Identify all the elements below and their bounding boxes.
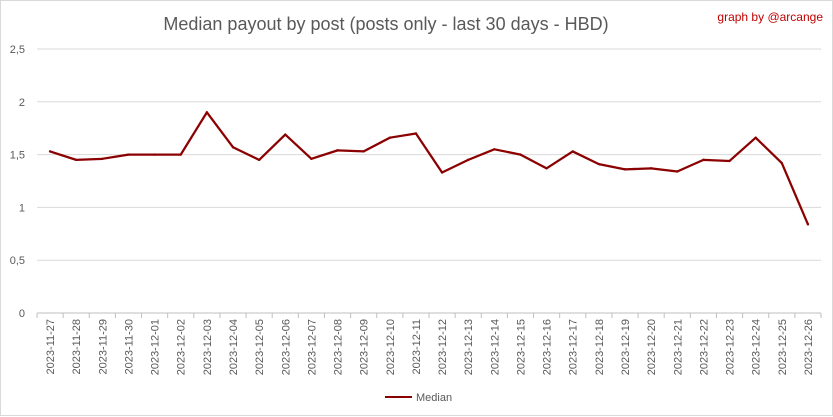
x-tick-label: 2023-12-05 bbox=[254, 319, 266, 375]
x-tick-label: 2023-12-19 bbox=[620, 319, 632, 375]
data-point bbox=[48, 150, 52, 153]
data-point bbox=[806, 223, 810, 226]
x-tick-label: 2023-12-03 bbox=[202, 319, 214, 375]
data-point bbox=[362, 150, 365, 153]
data-point bbox=[597, 162, 601, 166]
chart-credit: graph by @arcange bbox=[717, 10, 823, 24]
x-tick-label: 2023-12-26 bbox=[803, 319, 815, 375]
x-tick-label: 2023-11-28 bbox=[71, 319, 83, 374]
data-point bbox=[336, 149, 339, 152]
x-tick-label: 2023-12-10 bbox=[385, 319, 397, 375]
data-point bbox=[440, 171, 444, 174]
data-point bbox=[649, 167, 653, 170]
series-line-median bbox=[48, 111, 810, 226]
x-tick-label: 2023-12-24 bbox=[751, 319, 763, 375]
data-point bbox=[231, 146, 235, 149]
x-tick-label: 2023-12-01 bbox=[150, 319, 162, 375]
legend-label-median: Median bbox=[416, 392, 452, 404]
x-tick-label: 2023-12-21 bbox=[672, 319, 684, 375]
y-tick-label: 1,5 bbox=[10, 150, 25, 162]
data-point bbox=[414, 132, 418, 135]
x-tick-label: 2023-12-12 bbox=[437, 319, 449, 375]
y-tick-label: 2 bbox=[19, 97, 25, 109]
data-point bbox=[75, 158, 78, 162]
x-tick-label: 2023-11-27 bbox=[45, 319, 57, 374]
y-tick-label: 1 bbox=[19, 202, 25, 214]
data-point bbox=[754, 136, 757, 139]
data-point bbox=[545, 167, 548, 170]
x-tick-label: 2023-12-13 bbox=[463, 319, 475, 375]
data-point bbox=[257, 158, 261, 162]
axes: 0 0,5 1 1,5 2 2,5 2023-11-27 2023-11-28 2023-11-… bbox=[10, 44, 822, 375]
legend: Median bbox=[385, 392, 452, 404]
chart-title: Median payout by post (posts only - last… bbox=[163, 14, 608, 34]
data-point bbox=[623, 168, 627, 171]
series-layer bbox=[48, 111, 810, 226]
y-tick-label: 0 bbox=[19, 308, 25, 320]
x-tick-label: 2023-12-25 bbox=[777, 319, 789, 375]
x-tick-label: 2023-12-15 bbox=[515, 319, 527, 375]
data-point bbox=[467, 158, 470, 162]
data-point bbox=[676, 170, 679, 173]
x-tick-label: 2023-12-02 bbox=[176, 319, 188, 375]
x-tick-label: 2023-12-09 bbox=[359, 319, 371, 375]
x-tick-label: 2023-12-16 bbox=[542, 319, 554, 375]
data-point bbox=[205, 111, 209, 114]
data-point bbox=[571, 150, 574, 153]
y-tick-label: 2,5 bbox=[10, 44, 25, 56]
data-point bbox=[101, 157, 104, 161]
x-tick-label: 2023-12-23 bbox=[725, 319, 737, 375]
x-tick-label: 2023-12-18 bbox=[594, 319, 606, 375]
y-tick-label: 0,5 bbox=[10, 255, 25, 267]
x-tick-label: 2023-12-22 bbox=[698, 319, 710, 375]
data-point bbox=[179, 153, 182, 156]
data-point bbox=[388, 136, 391, 139]
data-point bbox=[127, 153, 130, 156]
x-tick-label: 2023-12-14 bbox=[489, 319, 501, 375]
data-point bbox=[519, 153, 522, 156]
data-point bbox=[493, 148, 496, 151]
x-tick-label: 2023-12-20 bbox=[646, 319, 658, 375]
data-point bbox=[780, 161, 783, 165]
data-point bbox=[702, 158, 705, 162]
x-tick-label: 2023-11-30 bbox=[123, 319, 135, 374]
data-point bbox=[728, 159, 731, 163]
x-tick-label: 2023-12-04 bbox=[228, 319, 240, 375]
gridlines bbox=[37, 48, 821, 314]
x-tick-label: 2023-12-06 bbox=[280, 319, 292, 375]
data-point bbox=[153, 153, 156, 156]
x-tick-label: 2023-12-11 bbox=[411, 319, 423, 374]
x-tick-label: 2023-11-29 bbox=[97, 319, 109, 374]
x-tick-label: 2023-12-08 bbox=[333, 319, 345, 375]
data-point bbox=[310, 157, 313, 161]
x-tick-label: 2023-12-07 bbox=[306, 319, 318, 375]
x-tick-label: 2023-12-17 bbox=[568, 319, 580, 375]
data-point bbox=[284, 133, 287, 136]
